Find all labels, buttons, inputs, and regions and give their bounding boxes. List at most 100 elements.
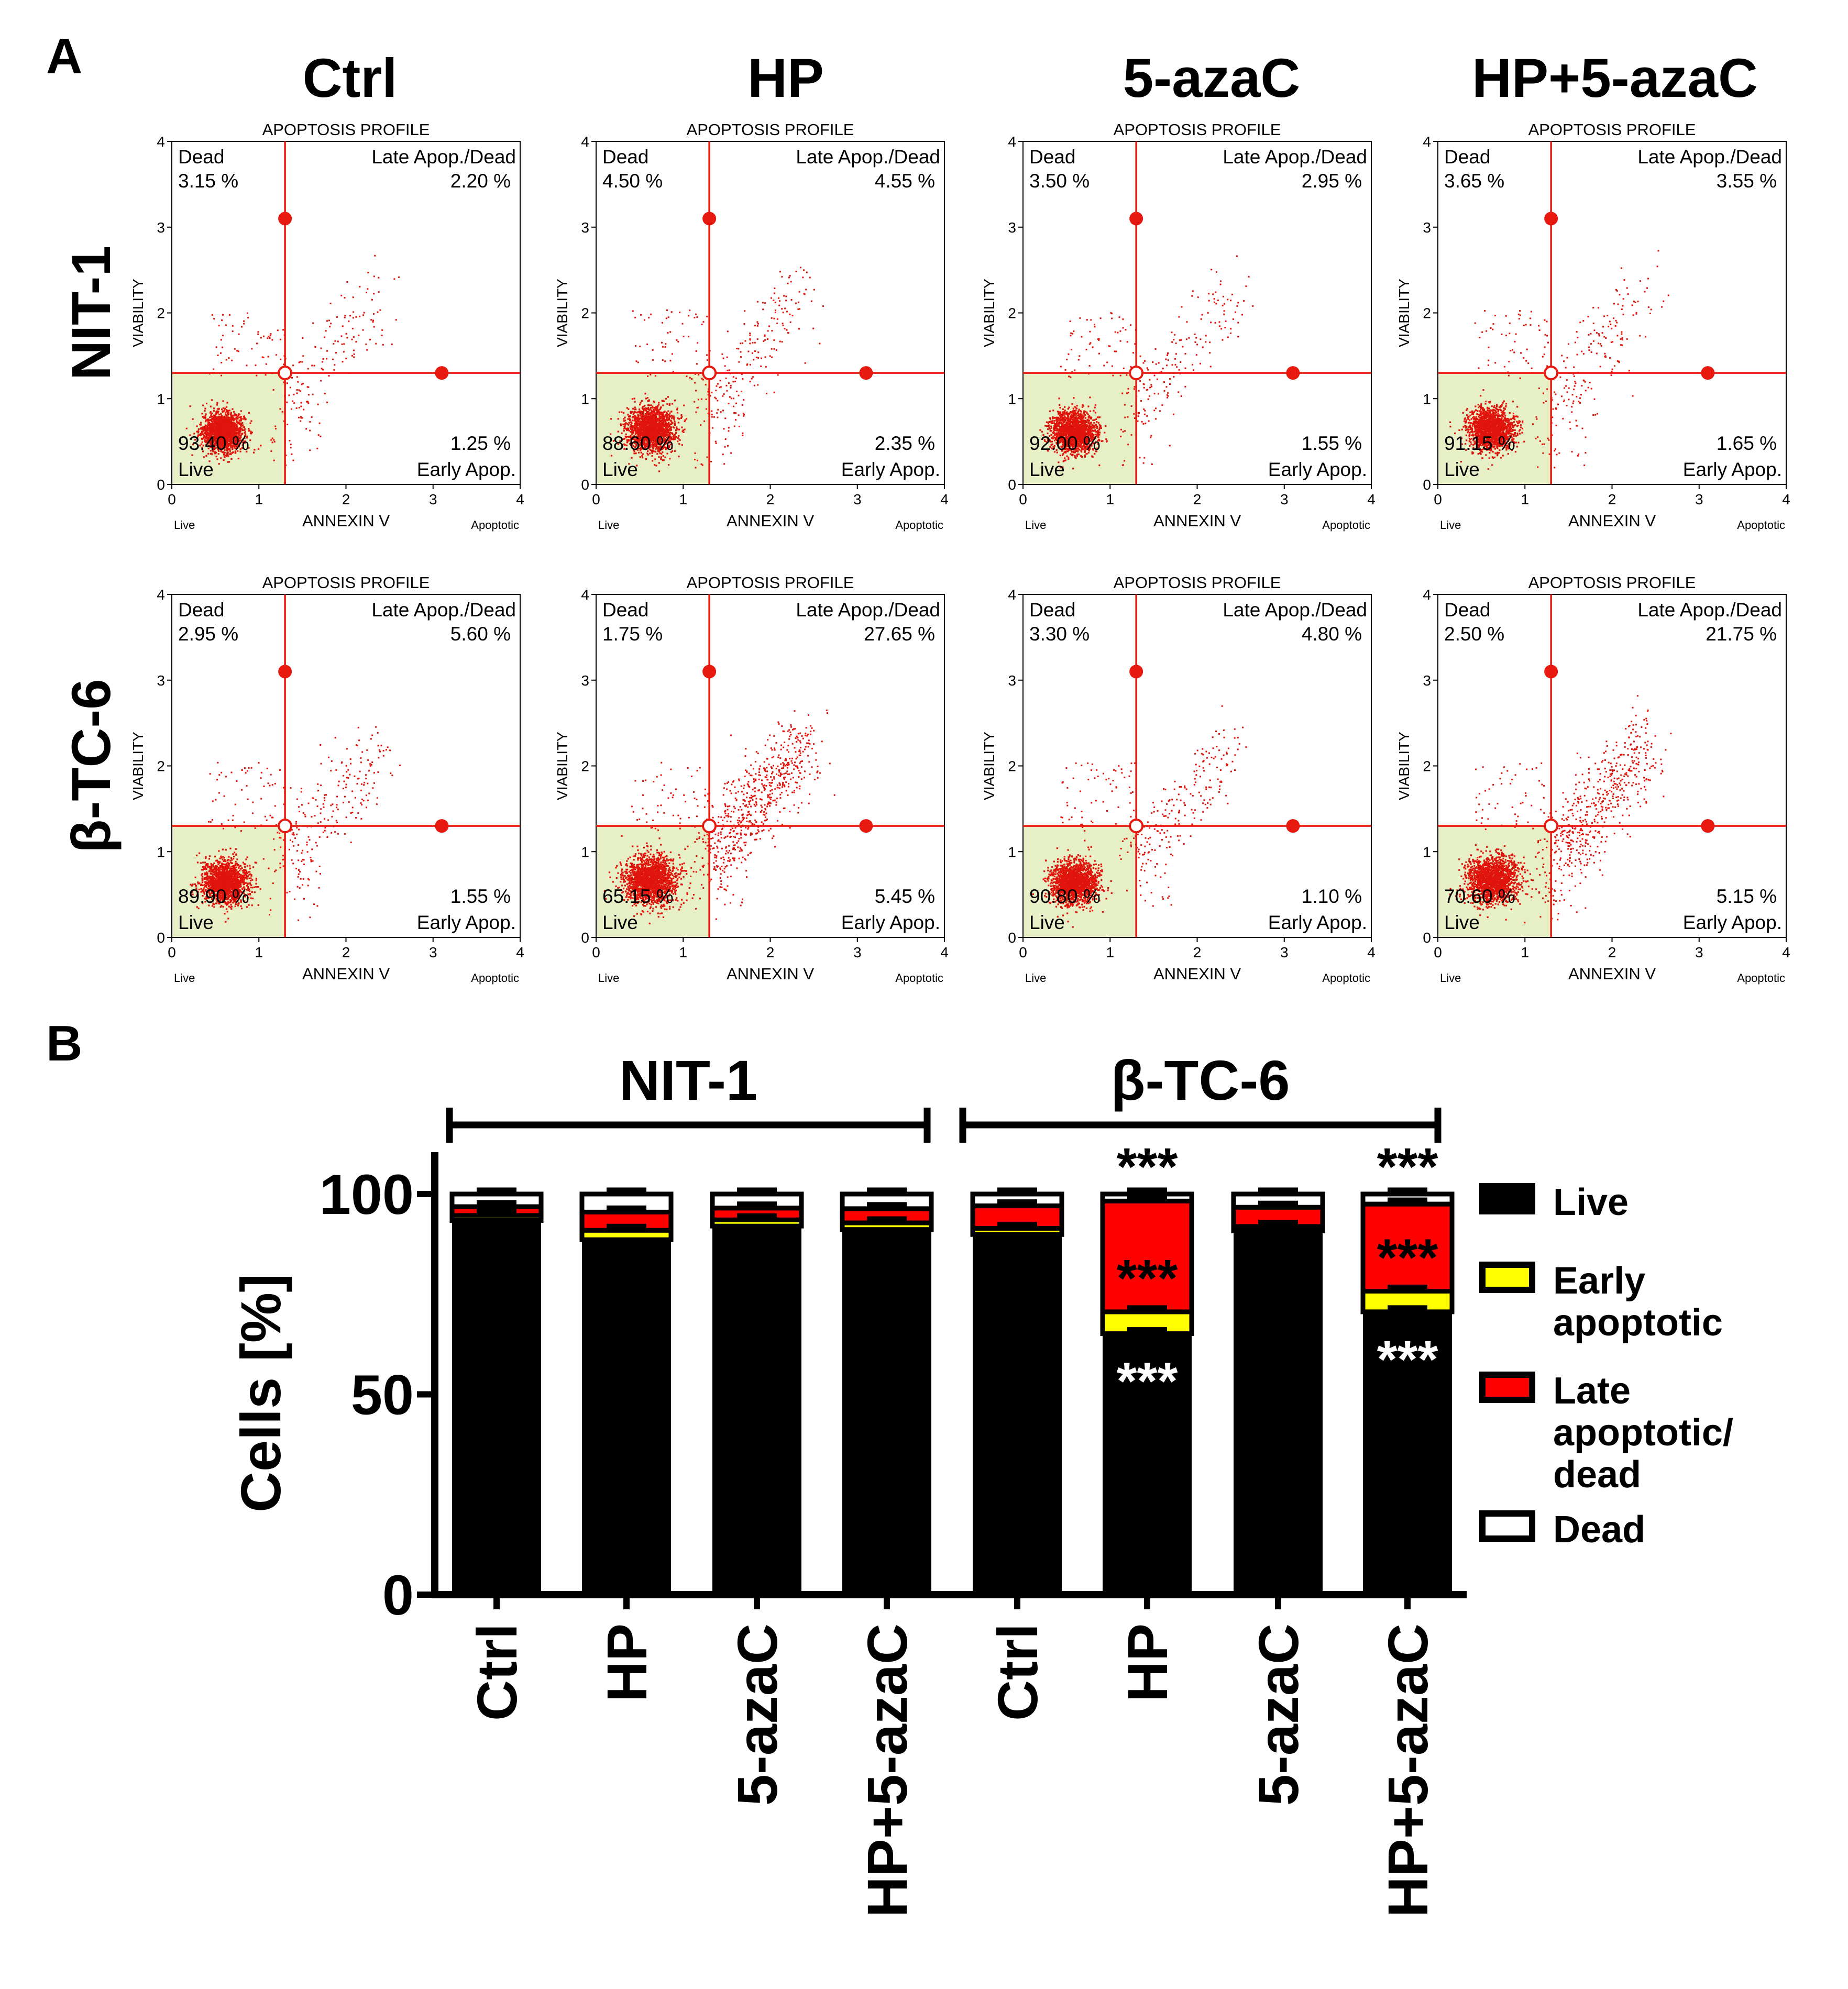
late-cell-point <box>725 378 727 380</box>
live-cell-point <box>646 434 648 436</box>
live-cell-point <box>659 420 661 422</box>
scattered-cell-point <box>723 428 725 430</box>
live-cell-point <box>634 415 636 417</box>
late-cell-point <box>779 300 780 302</box>
live-cell-point <box>234 447 236 449</box>
scattered-cell-point <box>724 417 727 419</box>
live-cell-point <box>646 432 648 434</box>
late-cell-point <box>352 296 354 299</box>
live-cell-point <box>210 429 212 431</box>
scattered-cell-point <box>291 453 293 455</box>
live-cell-point <box>220 448 222 450</box>
live-cell-point <box>211 432 213 434</box>
live-cell-point <box>655 427 657 429</box>
scattered-cell-point <box>695 350 697 352</box>
live-cell-point <box>639 421 641 423</box>
live-cell-point <box>668 423 670 425</box>
live-cell-point <box>225 434 227 436</box>
live-cell-point <box>208 423 210 425</box>
live-cell-point <box>1120 435 1122 438</box>
late-cell-point <box>307 386 310 388</box>
live-cell-point <box>664 421 666 423</box>
live-cell-point <box>244 437 246 439</box>
live-cell-point <box>217 453 219 455</box>
live-cell-point <box>199 424 201 426</box>
live-cell-point <box>668 464 670 466</box>
live-cell-point <box>200 422 202 424</box>
live-cell-point <box>228 418 230 421</box>
late-cell-point <box>775 349 777 351</box>
live-cell-point <box>221 445 223 447</box>
live-cell-point <box>642 419 644 421</box>
live-cell-point <box>200 428 202 430</box>
live-cell-point <box>229 441 232 443</box>
live-cell-point <box>205 455 207 457</box>
scattered-cell-point <box>711 414 713 416</box>
live-cell-point <box>197 434 199 436</box>
y-tick-label: 4 <box>157 134 165 150</box>
late-cell-point <box>723 393 725 395</box>
live-cell-point <box>211 412 213 414</box>
live-cell-point <box>652 425 654 427</box>
live-cell-point <box>647 450 649 452</box>
quadrant-early-value: 1.25 % <box>450 433 511 454</box>
live-cell-point <box>203 436 205 438</box>
live-cell-point <box>664 415 666 417</box>
live-cell-point <box>210 452 213 455</box>
late-cell-point <box>771 330 773 332</box>
late-cell-point <box>789 275 791 277</box>
live-cell-point <box>249 422 251 424</box>
live-cell-point <box>641 445 643 447</box>
live-cell-point <box>634 423 636 425</box>
live-cell-point <box>674 422 676 424</box>
live-cell-point <box>227 439 229 441</box>
scattered-cell-point <box>221 319 223 321</box>
live-cell-point <box>205 430 207 432</box>
late-cell-point <box>706 408 708 410</box>
late-cell-point <box>336 316 338 318</box>
late-cell-point <box>749 338 751 340</box>
live-cell-point <box>213 424 215 426</box>
live-cell-point <box>1060 411 1062 413</box>
live-cell-point <box>676 407 678 410</box>
live-cell-point <box>221 433 223 435</box>
live-cell-point <box>628 422 630 424</box>
scattered-cell-point <box>267 337 269 339</box>
live-cell-point <box>662 455 664 457</box>
live-cell-point <box>641 418 643 420</box>
live-cell-point <box>197 445 199 447</box>
late-cell-point <box>713 416 715 418</box>
scattered-cell-point <box>317 434 320 436</box>
live-cell-point <box>656 406 658 408</box>
live-cell-point <box>216 458 218 460</box>
live-cell-point <box>659 436 661 438</box>
live-cell-point <box>658 422 660 424</box>
live-cell-point <box>217 434 219 436</box>
live-cell-point <box>668 417 670 419</box>
live-cell-point <box>673 418 675 421</box>
live-cell-point <box>216 410 218 412</box>
live-cell-point <box>218 427 221 429</box>
live-cell-point <box>656 453 658 455</box>
scattered-cell-point <box>650 373 652 375</box>
scattered-cell-point <box>664 360 666 362</box>
late-cell-point <box>345 358 347 360</box>
live-cell-point <box>653 424 655 426</box>
live-cell-point <box>680 417 682 419</box>
live-cell-point <box>648 435 650 437</box>
late-cell-point <box>329 326 331 328</box>
late-cell-point <box>786 311 788 313</box>
live-cell-point <box>222 435 224 437</box>
live-cell-point <box>657 429 659 431</box>
live-cell-point <box>1089 410 1092 412</box>
live-cell-point <box>683 431 685 433</box>
live-cell-point <box>218 418 221 420</box>
live-cell-point <box>227 437 229 439</box>
live-cell-point <box>228 434 230 436</box>
late-cell-point <box>717 408 719 411</box>
live-cell-point <box>648 417 651 419</box>
live-cell-point <box>219 445 221 447</box>
live-cell-point <box>211 436 213 438</box>
scattered-cell-point <box>267 356 269 358</box>
live-cell-point <box>648 418 650 421</box>
